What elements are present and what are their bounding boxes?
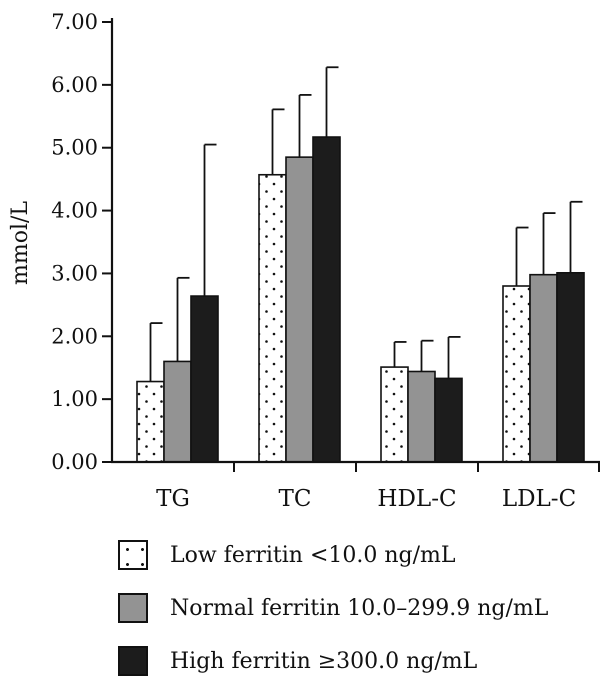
category-label-hdl-c: HDL-C (377, 486, 456, 512)
bar-normal-ferritin-ldl-c (529, 273, 558, 463)
legend-swatch-high-ferritin (118, 646, 148, 676)
category-label-tc: TC (279, 486, 312, 512)
bar-normal-ferritin-tg (163, 360, 192, 463)
legend-swatch-normal-ferritin (118, 593, 148, 623)
bar-high-ferritin-hdl-c (434, 377, 463, 463)
legend-label-high-ferritin: High ferritin ≥300.0 ng/mL (170, 648, 478, 674)
legend-label-low-ferritin: Low ferritin <10.0 ng/mL (170, 542, 456, 568)
y-tick-label-4: 4.00 (51, 199, 98, 223)
legend-label-normal-ferritin: Normal ferritin 10.0–299.9 ng/mL (170, 595, 549, 621)
y-tick-label-1: 1.00 (51, 387, 98, 411)
bar-low-ferritin-hdl-c (380, 366, 409, 463)
legend-item-low-ferritin: Low ferritin <10.0 ng/mL (118, 538, 548, 572)
legend: Low ferritin <10.0 ng/mL Normal ferritin… (118, 538, 548, 697)
bar-low-ferritin-tc (258, 173, 287, 463)
y-tick-label-3: 3.00 (51, 261, 98, 285)
bar-normal-ferritin-tc (285, 156, 314, 463)
y-tick-label-6: 6.00 (51, 73, 98, 97)
legend-swatch-low-ferritin (118, 540, 148, 570)
bar-low-ferritin-tg (136, 380, 165, 463)
y-tick-label-5: 5.00 (51, 136, 98, 160)
bar-low-ferritin-ldl-c (502, 285, 531, 463)
y-axis-title: mmol/L (8, 201, 33, 285)
bar-normal-ferritin-hdl-c (407, 370, 436, 463)
y-tick-label-2: 2.00 (51, 324, 98, 348)
bar-high-ferritin-tg (190, 295, 219, 463)
y-tick-label-0: 0.00 (51, 450, 98, 474)
y-tick-label-7: 7.00 (51, 10, 98, 34)
bar-high-ferritin-ldl-c (556, 271, 585, 463)
bar-high-ferritin-tc (312, 136, 341, 463)
legend-item-high-ferritin: High ferritin ≥300.0 ng/mL (118, 644, 548, 678)
legend-item-normal-ferritin: Normal ferritin 10.0–299.9 ng/mL (118, 591, 548, 625)
category-label-tg: TG (156, 486, 190, 512)
category-label-ldl-c: LDL-C (502, 486, 576, 512)
